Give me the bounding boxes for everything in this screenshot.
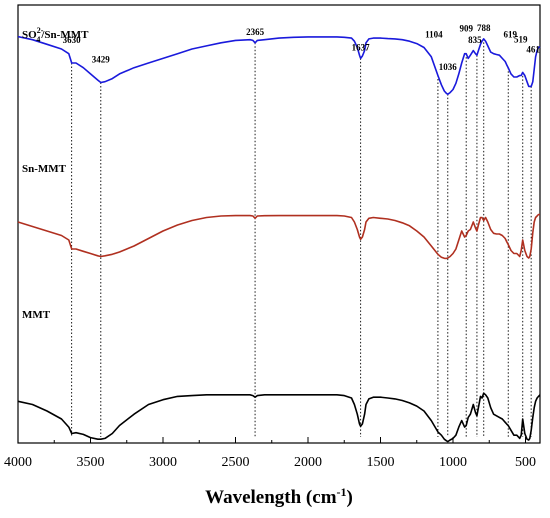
peak-label-3630: 3630 [63,35,82,45]
x-tick-label-3500: 3500 [77,455,105,470]
peak-label-1637: 1637 [352,42,371,52]
peak-label-1104: 1104 [425,29,443,39]
x-tick-label-2000: 2000 [294,455,322,470]
series-line-1 [17,213,540,260]
series-label-0: SO2-4/Sn-MMT [22,26,89,44]
series-labels: SO2-4/Sn-MMT Sn-MMT MMT [22,26,89,321]
x-tick-label-4000: 4000 [4,455,32,470]
peak-label-1036: 1036 [439,62,458,72]
series-line-2 [17,392,541,443]
peak-label-619: 619 [503,30,517,40]
peak-label-519: 519 [514,34,528,44]
x-tick-label-1500: 1500 [367,455,395,470]
series-line-0 [17,35,541,95]
series-label-1: Sn-MMT [22,163,67,175]
peak-label-2365: 2365 [246,27,265,37]
peak-label-3429: 3429 [92,54,111,64]
x-axis: 4000 3500 3000 2500 2000 1500 1000 500 [4,437,536,470]
x-axis-title: Wavelength (cm-1) [205,485,353,508]
x-tick-label-3000: 3000 [149,455,177,470]
x-tick-label-2500: 2500 [222,455,250,470]
x-tick-label-1000: 1000 [439,455,467,470]
peak-lines [71,38,532,437]
x-tick-label-500: 500 [515,455,536,470]
plot-frame [17,4,541,444]
peak-label-835: 835 [468,35,482,45]
series-group [17,35,541,443]
series-label-2: MMT [22,309,51,321]
peak-label-461: 461 [526,44,540,54]
peak-label-909: 909 [459,24,473,34]
peak-label-788: 788 [477,23,491,33]
